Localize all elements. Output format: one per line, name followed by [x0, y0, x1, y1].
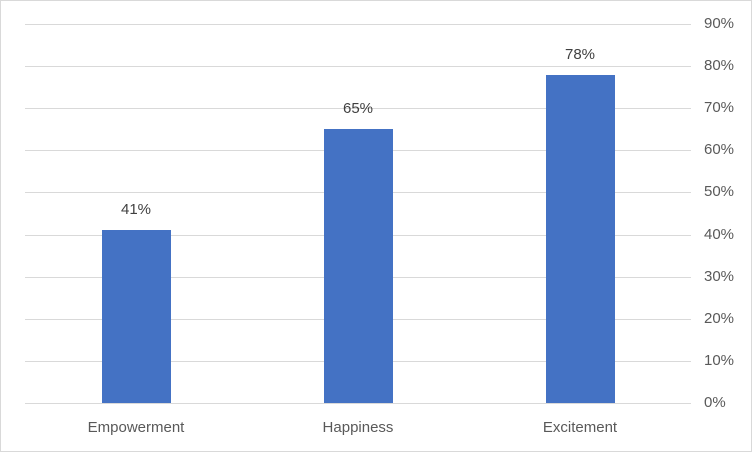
y-tick-label: 80% — [704, 57, 735, 74]
y-tick-label: 90% — [704, 15, 735, 32]
y-tick-label: 20% — [704, 310, 735, 327]
data-label: 41% — [120, 201, 152, 218]
x-category-label: Happiness — [322, 419, 394, 436]
y-tick-label: 0% — [704, 394, 726, 411]
x-category-label: Excitement — [542, 419, 618, 436]
x-category-label: Empowerment — [87, 419, 185, 436]
data-label: 65% — [342, 100, 374, 117]
y-tick-label: 10% — [704, 352, 735, 369]
data-label: 78% — [564, 46, 596, 63]
bar-excitement — [546, 75, 615, 403]
y-tick-label: 50% — [704, 183, 735, 200]
x-axis-line — [25, 403, 691, 404]
gridline — [25, 66, 691, 67]
y-tick-label: 60% — [704, 141, 735, 158]
bar-happiness — [324, 129, 393, 403]
y-tick-label: 40% — [704, 226, 735, 243]
gridline — [25, 24, 691, 25]
bar-empowerment — [102, 230, 171, 403]
gridline — [25, 108, 691, 109]
y-tick-label: 70% — [704, 99, 735, 116]
y-tick-label: 30% — [704, 268, 735, 285]
